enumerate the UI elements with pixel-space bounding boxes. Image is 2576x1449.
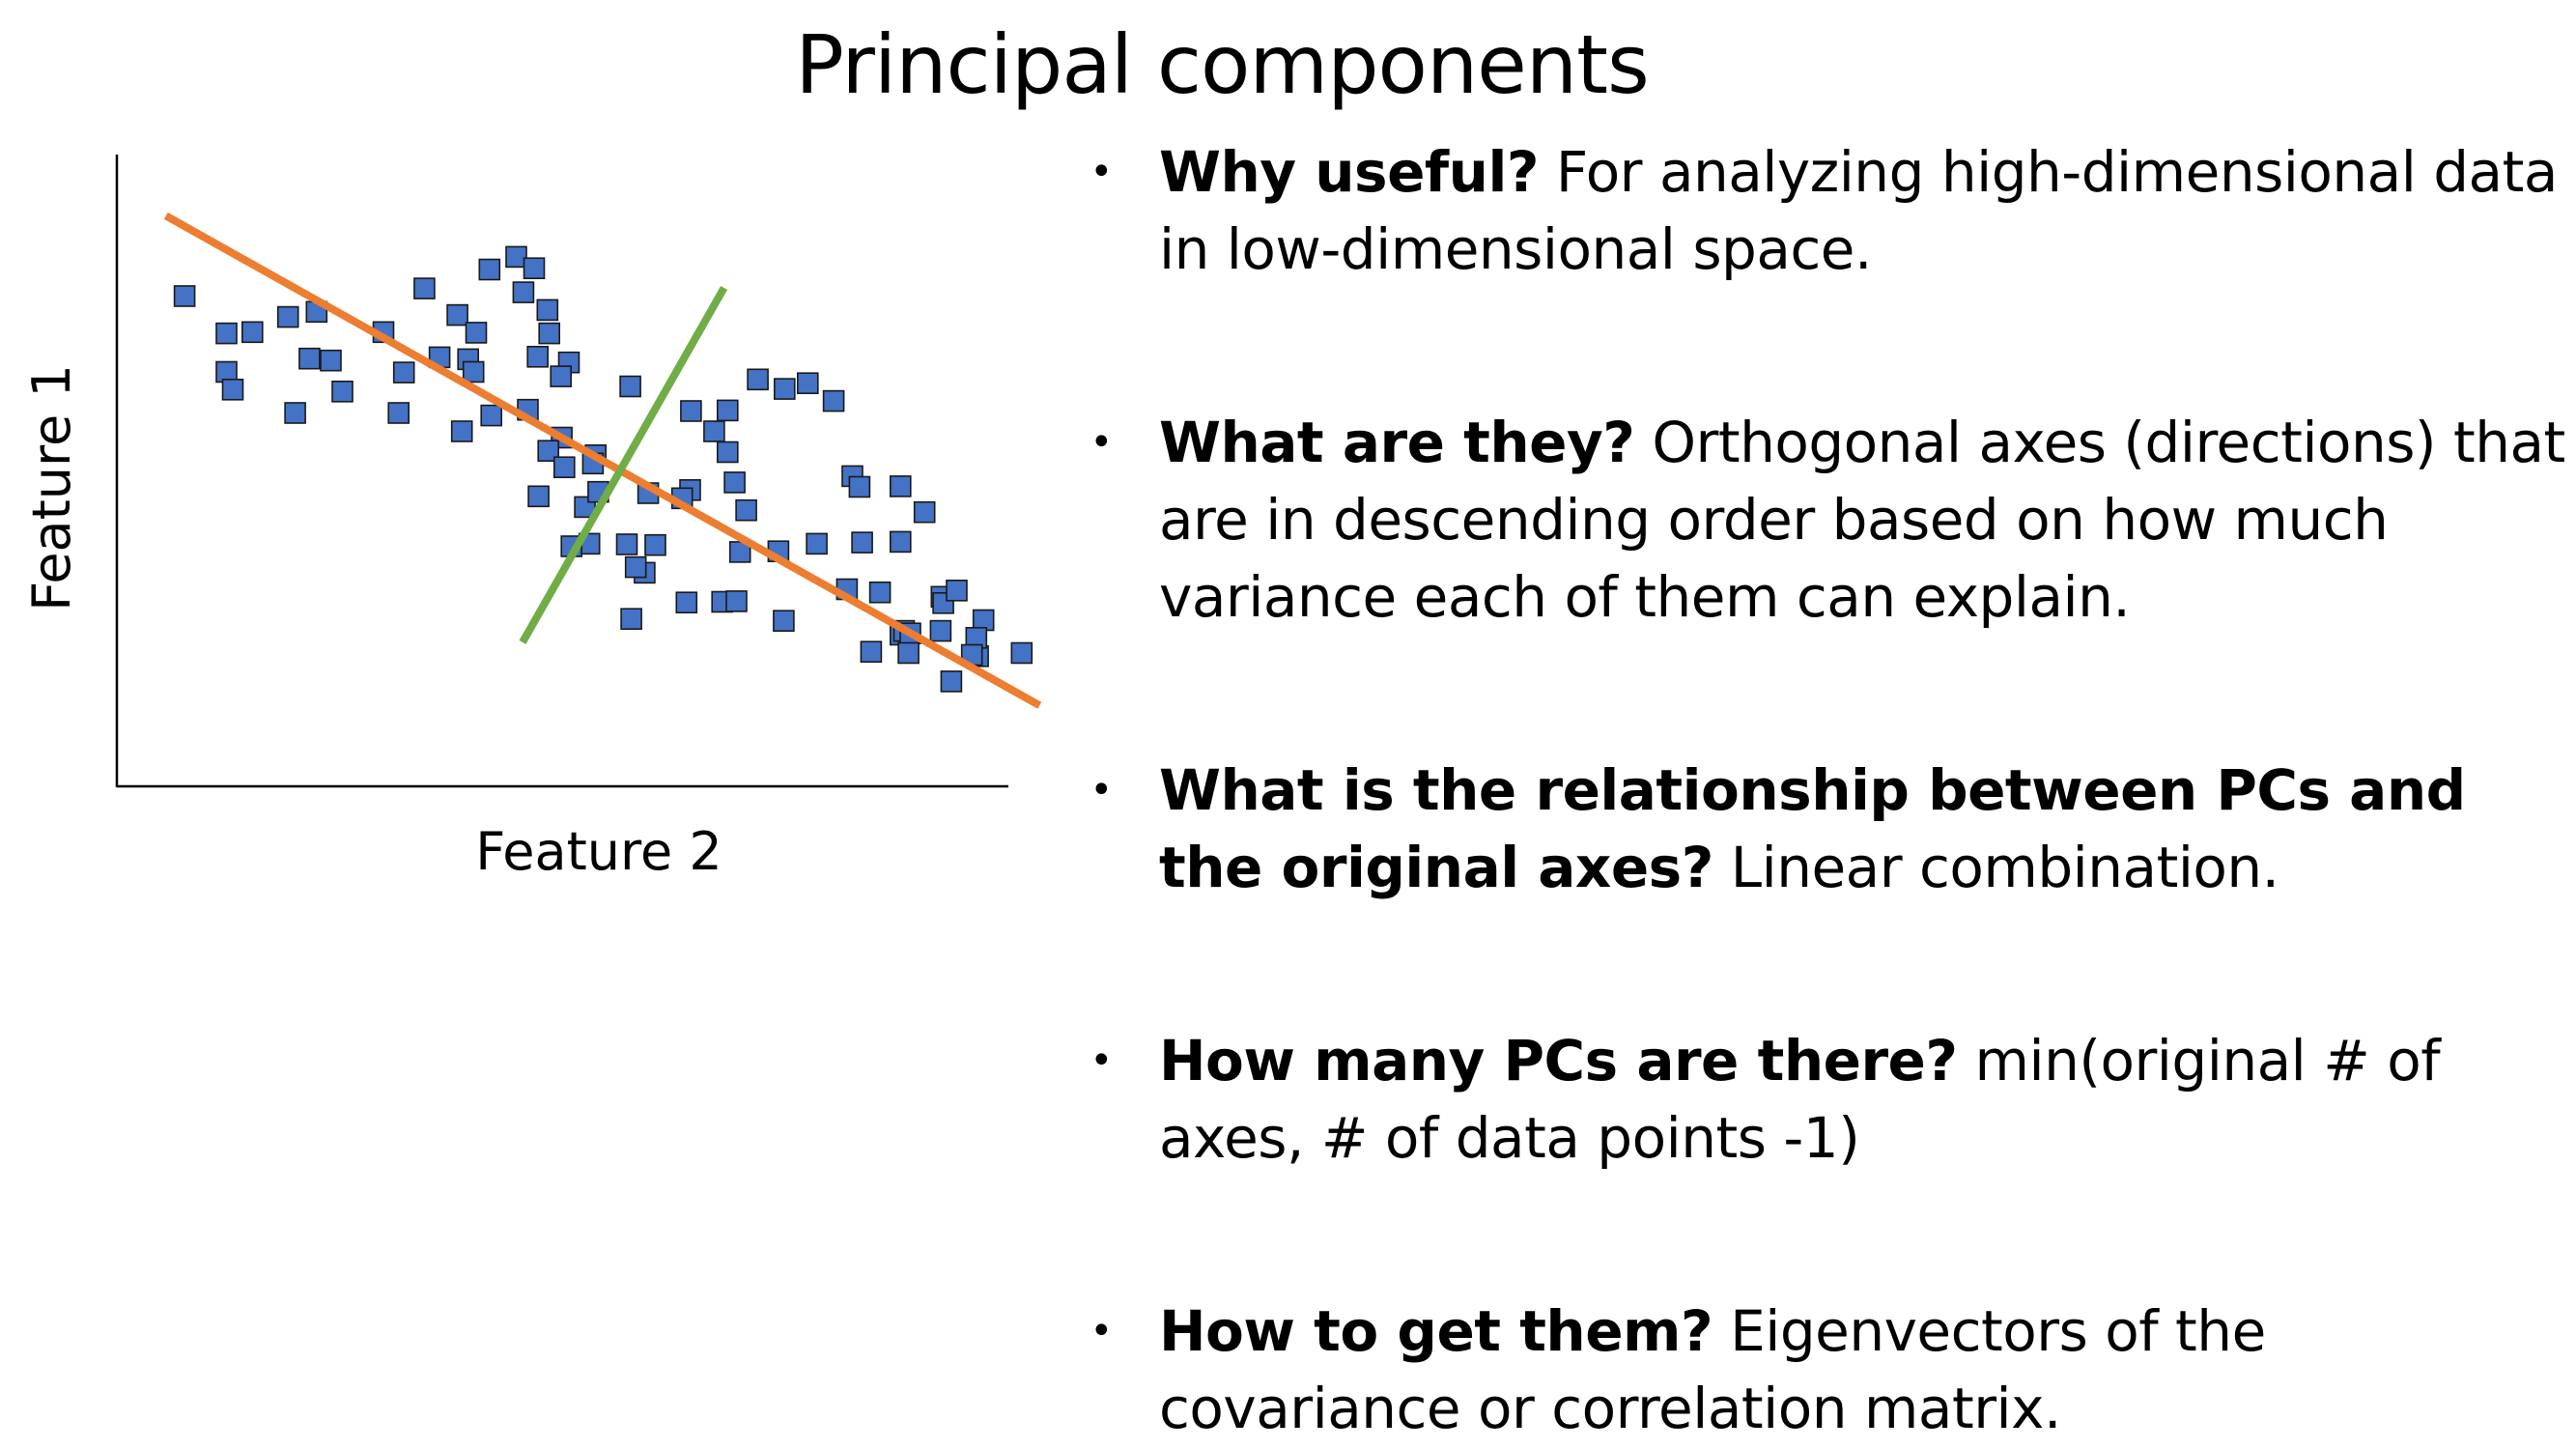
bullet-why-useful: • Why useful? For analyzing high-dimensi… [1082, 133, 2569, 288]
y-axis-label: Feature 1 [21, 364, 82, 611]
data-point [747, 368, 769, 391]
bullet-how-many: • How many PCs are there? min(original #… [1082, 1022, 2569, 1177]
data-point [716, 440, 739, 464]
bullet-text: Linear combination. [1713, 835, 2279, 900]
data-point [913, 500, 936, 524]
data-point [523, 257, 546, 280]
data-point [822, 389, 845, 412]
data-point [413, 277, 436, 299]
scatter-chart: Feature 2 Feature 1 [0, 0, 1062, 918]
data-point [284, 402, 306, 424]
data-point [860, 640, 883, 664]
data-point [462, 360, 485, 384]
data-point [512, 281, 535, 303]
pc2-line [519, 286, 728, 644]
data-point [276, 305, 299, 328]
data-point [387, 402, 410, 424]
data-point [241, 321, 264, 344]
data-point [889, 530, 912, 554]
data-point [527, 485, 550, 508]
bullet-lead: What is the relationship between PCs and… [1159, 757, 2466, 900]
bullet-dot: • [1090, 150, 1113, 194]
bullet-relationship: • What is the relationship between PCs a… [1082, 752, 2569, 906]
data-point [450, 420, 473, 442]
data-point [552, 456, 576, 479]
data-point [215, 322, 238, 345]
data-point [505, 245, 527, 269]
data-point [848, 475, 871, 498]
data-point [680, 400, 702, 422]
data-point [773, 378, 796, 400]
data-point [946, 579, 968, 602]
slide-title: Principal components [795, 17, 1650, 112]
chart-axes [115, 155, 1008, 788]
data-point [465, 322, 488, 344]
data-point [526, 345, 550, 368]
data-point [675, 591, 698, 614]
data-point [331, 380, 354, 403]
bullet-lead: What are they? [1159, 410, 1635, 475]
data-point [173, 285, 196, 307]
data-point [320, 349, 342, 372]
data-point [725, 590, 748, 612]
data-point [221, 378, 244, 401]
data-point [536, 298, 559, 322]
x-axis-label: Feature 2 [475, 821, 722, 882]
data-point [615, 533, 638, 555]
data-point [806, 532, 828, 555]
bullet-text: Orthogonal axes (directions) that are in… [1159, 410, 2565, 630]
bullet-text: min(original # of axes, # of data points… [1159, 1028, 2441, 1171]
data-point [624, 555, 647, 579]
data-point [550, 365, 573, 387]
bullet-text: Eigenvectors of the covariance or correl… [1159, 1298, 2266, 1441]
principal-component-lines [163, 212, 1042, 709]
bullet-dot: • [1090, 1038, 1113, 1083]
data-point [392, 361, 415, 384]
data-point [716, 399, 739, 422]
bullet-dot: • [1090, 768, 1113, 812]
data-point [298, 347, 321, 370]
data-point [773, 610, 795, 633]
bullet-text: For analyzing high-dimensional data in l… [1159, 139, 2558, 282]
data-point [478, 258, 501, 281]
data-point [1010, 641, 1033, 665]
bullet-lead: How many PCs are there? [1159, 1028, 1958, 1094]
data-point [538, 322, 561, 345]
data-point [889, 475, 912, 497]
data-point [480, 404, 503, 427]
bullet-how-to-get: • How to get them? Eigenvectors of the c… [1082, 1293, 2569, 1447]
data-point [735, 498, 757, 522]
data-point [703, 420, 725, 442]
data-point [723, 471, 746, 494]
data-point [644, 533, 666, 556]
data-point [868, 581, 892, 604]
data-point [796, 372, 819, 395]
bullet-lead: Why useful? [1159, 139, 1539, 205]
data-point [537, 440, 560, 463]
data-point [929, 619, 952, 642]
bullet-lead: How to get them? [1159, 1298, 1713, 1364]
data-point [446, 303, 468, 327]
scatter-plot-svg: Feature 2 Feature 1 [21, 155, 1042, 882]
data-point [897, 641, 920, 665]
data-point [619, 375, 641, 398]
data-point [940, 670, 963, 693]
pc1-line [163, 212, 1042, 709]
bullet-dot: • [1090, 1309, 1113, 1353]
data-point [620, 608, 642, 631]
bullet-what-are-they: • What are they? Orthogonal axes (direct… [1082, 404, 2569, 636]
bullet-dot: • [1090, 420, 1113, 465]
data-point [851, 531, 873, 554]
